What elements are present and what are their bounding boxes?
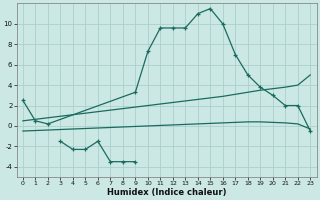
X-axis label: Humidex (Indice chaleur): Humidex (Indice chaleur) xyxy=(107,188,226,197)
